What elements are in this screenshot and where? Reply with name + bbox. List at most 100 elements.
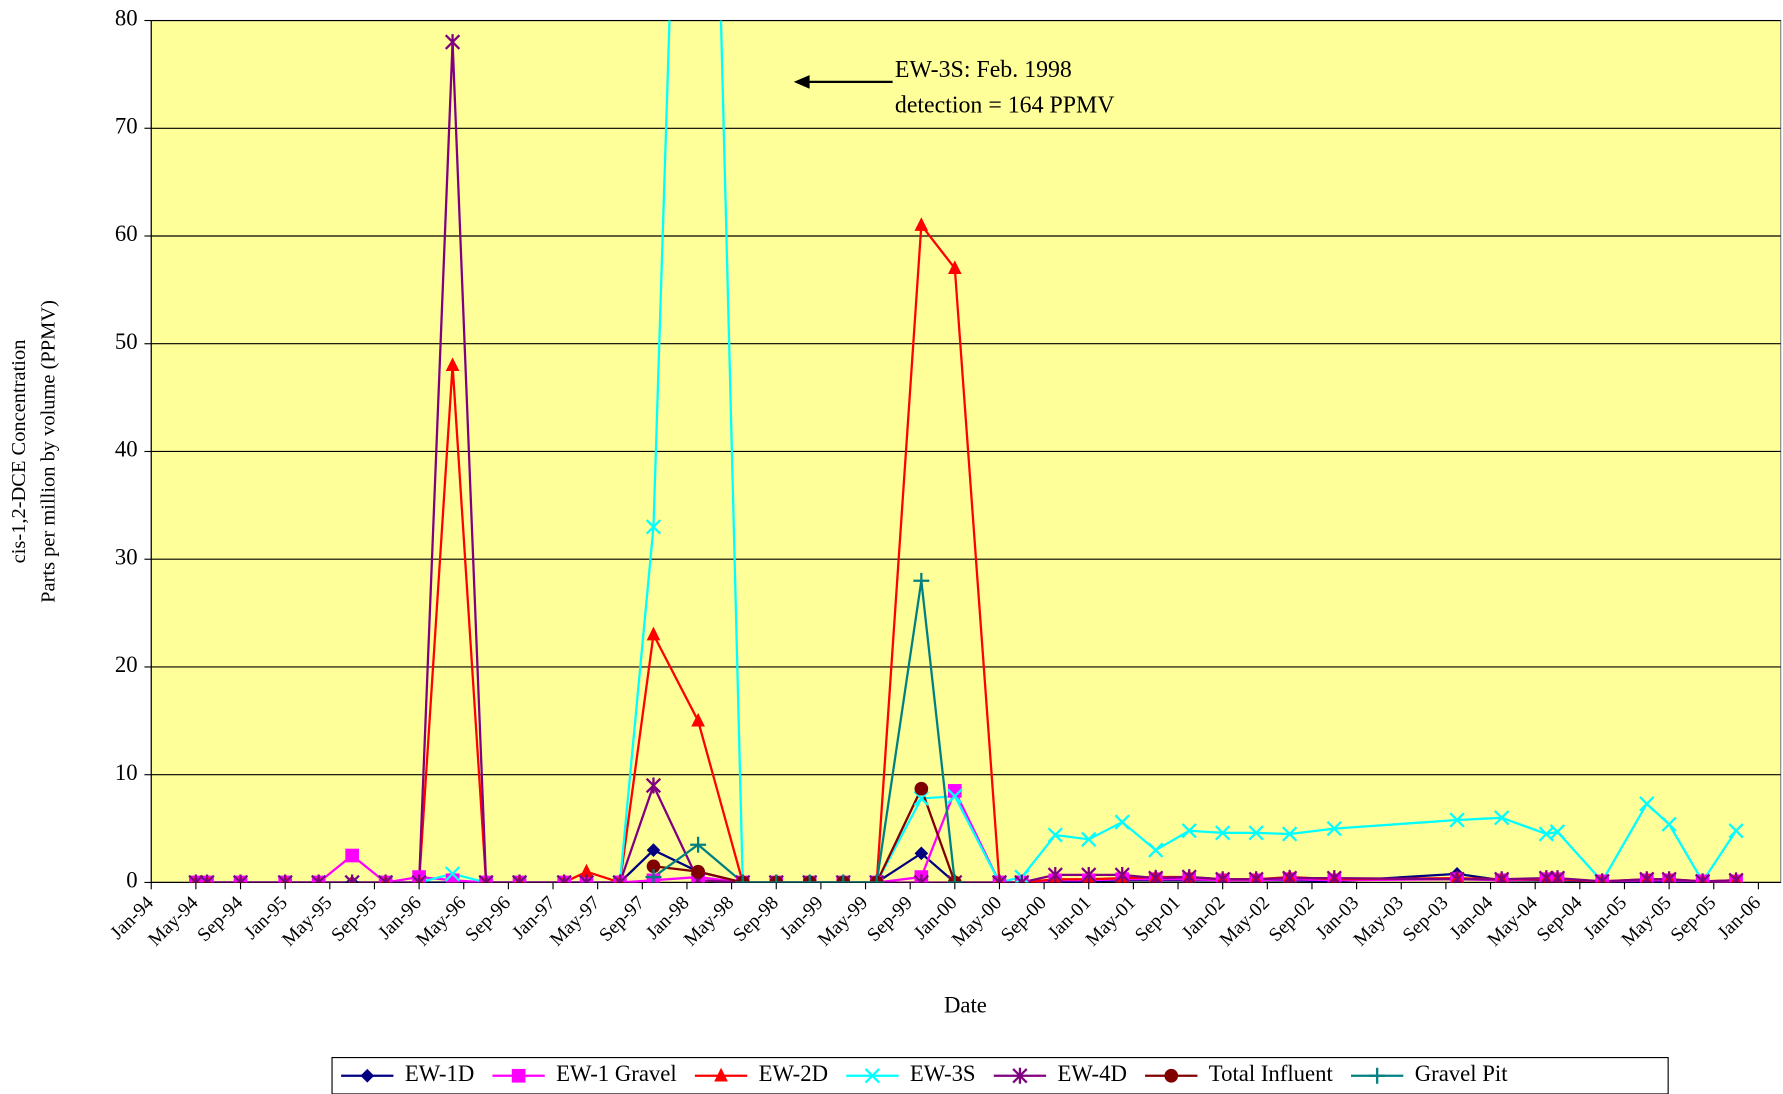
marker bbox=[690, 836, 707, 853]
marker bbox=[444, 34, 461, 51]
marker bbox=[199, 874, 215, 883]
marker bbox=[914, 846, 929, 861]
marker bbox=[1549, 824, 1566, 840]
x-tick-label: Sep-03 bbox=[1399, 892, 1453, 946]
y-tick-label: 80 bbox=[115, 6, 138, 31]
marker bbox=[612, 874, 628, 883]
y-axis-label: Parts per million by volume (PPMV) bbox=[38, 300, 60, 603]
marker bbox=[835, 874, 852, 883]
series-line bbox=[653, 785, 956, 883]
legend-label: Total Influent bbox=[1209, 1061, 1334, 1086]
x-tick-label: May-03 bbox=[1350, 892, 1408, 950]
marker bbox=[311, 874, 327, 883]
marker bbox=[914, 217, 929, 231]
marker bbox=[445, 873, 460, 883]
marker bbox=[768, 874, 785, 883]
x-tick-label: Sep-95 bbox=[328, 892, 382, 946]
marker bbox=[1081, 831, 1097, 847]
legend-label: EW-4D bbox=[1057, 1061, 1126, 1086]
x-tick-label: May-98 bbox=[680, 892, 738, 950]
marker bbox=[947, 788, 963, 804]
marker bbox=[913, 790, 929, 807]
marker bbox=[991, 874, 1008, 883]
x-tick-label: May-96 bbox=[412, 892, 470, 950]
x-tick-label: Sep-96 bbox=[461, 892, 515, 946]
marker bbox=[445, 357, 460, 371]
marker bbox=[714, 1067, 728, 1082]
y-tick-label: 50 bbox=[115, 329, 138, 354]
marker bbox=[345, 848, 359, 863]
marker bbox=[646, 626, 661, 641]
marker bbox=[645, 519, 662, 535]
marker bbox=[1694, 873, 1711, 883]
x-tick-label: Jan-06 bbox=[1714, 892, 1766, 944]
marker bbox=[1012, 1067, 1028, 1084]
marker bbox=[1248, 871, 1264, 883]
marker bbox=[1164, 1068, 1179, 1083]
x-tick-label: Sep-05 bbox=[1667, 892, 1721, 946]
series-line bbox=[652, 580, 956, 883]
marker bbox=[444, 866, 461, 882]
marker bbox=[1282, 870, 1298, 883]
x-tick-label: Sep-00 bbox=[997, 892, 1051, 946]
marker bbox=[864, 1068, 881, 1084]
marker bbox=[1148, 842, 1164, 858]
marker bbox=[691, 712, 705, 727]
marker bbox=[1114, 866, 1130, 883]
marker bbox=[1181, 869, 1197, 883]
marker bbox=[1639, 871, 1655, 883]
y-tick-label: 40 bbox=[115, 437, 138, 462]
x-tick-label: May-01 bbox=[1082, 892, 1140, 950]
marker bbox=[511, 1068, 526, 1083]
marker bbox=[1494, 871, 1510, 883]
annotation: EW-3S: Feb. 1998 bbox=[895, 57, 1072, 83]
marker bbox=[1549, 870, 1566, 883]
annotation: detection = 164 PPMV bbox=[895, 92, 1115, 118]
annotation-arrowhead bbox=[793, 75, 810, 89]
marker bbox=[1594, 873, 1610, 883]
x-tick-label: Sep-02 bbox=[1265, 892, 1319, 946]
legend-label: EW-1D bbox=[405, 1061, 474, 1086]
legend-label: EW-1 Gravel bbox=[556, 1061, 677, 1086]
marker bbox=[411, 874, 427, 883]
marker bbox=[1014, 874, 1030, 883]
marker bbox=[1728, 872, 1744, 883]
marker bbox=[1661, 871, 1677, 883]
marker bbox=[913, 874, 929, 883]
marker bbox=[1449, 871, 1465, 883]
marker bbox=[1326, 870, 1342, 883]
legend-label: Gravel Pit bbox=[1415, 1061, 1508, 1086]
marker bbox=[1047, 827, 1063, 843]
legend-label: EW-3S bbox=[910, 1061, 976, 1086]
x-tick-label: Sep-94 bbox=[194, 892, 248, 946]
marker bbox=[578, 874, 595, 883]
marker bbox=[1639, 796, 1655, 812]
marker bbox=[478, 874, 494, 883]
marker bbox=[646, 843, 661, 857]
plot-series bbox=[188, 20, 1744, 883]
marker bbox=[947, 260, 962, 275]
marker bbox=[946, 874, 963, 883]
marker bbox=[579, 863, 594, 878]
marker bbox=[1047, 866, 1063, 883]
x-tick-label: May-95 bbox=[278, 892, 336, 950]
x-tick-label: May-99 bbox=[814, 892, 872, 950]
marker bbox=[801, 874, 818, 883]
marker bbox=[868, 874, 885, 883]
marker bbox=[1248, 825, 1264, 841]
marker bbox=[645, 869, 662, 883]
marker bbox=[1282, 826, 1298, 842]
y-tick-label: 20 bbox=[115, 652, 138, 677]
marker bbox=[1538, 870, 1554, 883]
marker bbox=[645, 777, 662, 794]
legend-label: EW-2D bbox=[759, 1061, 828, 1086]
marker bbox=[1728, 823, 1744, 839]
marker bbox=[1369, 1067, 1386, 1084]
y-tick-label: 70 bbox=[115, 113, 138, 138]
x-tick-label: Sep-98 bbox=[729, 892, 783, 946]
x-tick-label: May-97 bbox=[546, 892, 604, 950]
marker bbox=[1148, 870, 1164, 883]
x-tick-label: Sep-01 bbox=[1131, 892, 1185, 946]
